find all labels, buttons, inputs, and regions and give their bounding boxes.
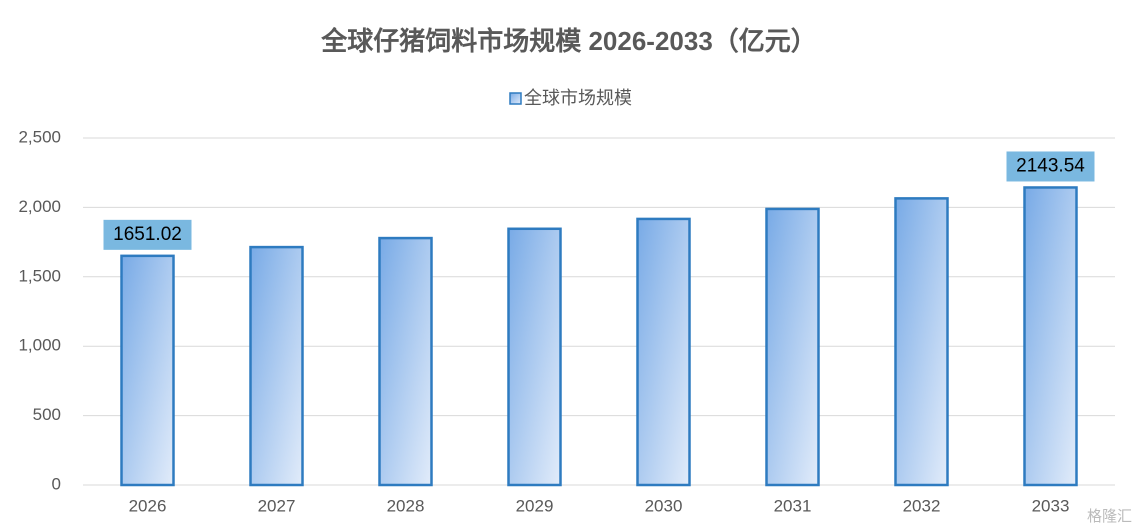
legend-label: 全球市场规模 bbox=[524, 88, 632, 108]
legend-swatch bbox=[509, 92, 522, 105]
y-tick-label: 500 bbox=[33, 405, 61, 424]
x-tick-label: 2033 bbox=[1032, 496, 1070, 515]
x-tick-label: 2031 bbox=[774, 496, 812, 515]
x-tick-label: 2026 bbox=[129, 496, 167, 515]
bar bbox=[636, 217, 691, 487]
bar bbox=[894, 197, 949, 487]
data-label: 2143.54 bbox=[1016, 155, 1085, 176]
bar bbox=[765, 207, 820, 487]
bar bbox=[249, 245, 304, 487]
x-tick-label: 2030 bbox=[645, 496, 683, 515]
chart-title: 全球仔猪饲料市场规模 2026-2033（亿元） bbox=[320, 26, 817, 56]
x-tick-label: 2032 bbox=[903, 496, 941, 515]
y-tick-label: 1,000 bbox=[18, 336, 61, 355]
bar bbox=[1023, 186, 1078, 487]
bar bbox=[120, 254, 175, 487]
y-tick-label: 1,500 bbox=[18, 266, 61, 285]
x-tick-label: 2027 bbox=[258, 496, 296, 515]
y-tick-label: 2,000 bbox=[18, 197, 61, 216]
watermark: 格隆汇 bbox=[1087, 508, 1132, 525]
data-label-box bbox=[103, 219, 192, 250]
bar bbox=[378, 236, 433, 487]
x-tick-label: 2028 bbox=[387, 496, 425, 515]
data-label: 1651.02 bbox=[113, 224, 182, 245]
x-tick-label: 2029 bbox=[516, 496, 554, 515]
y-tick-label: 2,500 bbox=[18, 127, 61, 146]
data-label-box bbox=[1006, 151, 1095, 182]
bar bbox=[507, 227, 562, 487]
y-tick-label: 0 bbox=[52, 474, 61, 493]
